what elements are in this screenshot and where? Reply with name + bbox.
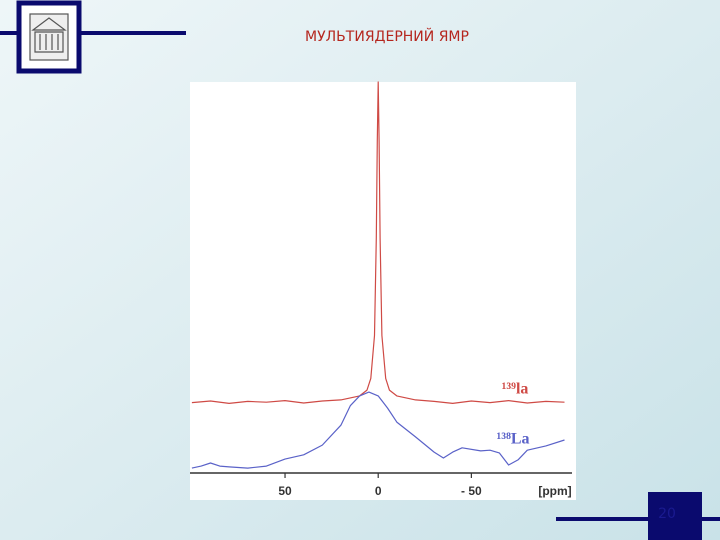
- x-axis-label: [ppm]: [538, 484, 571, 498]
- x-tick-label: 50: [278, 484, 292, 498]
- spectrum-line: [191, 81, 565, 404]
- logo-emblem: [29, 13, 69, 61]
- plot-area: [190, 82, 576, 500]
- legend-label: ¹³⁸La: [496, 431, 529, 448]
- page-box: [648, 492, 702, 540]
- x-tick-label: - 50: [461, 484, 482, 498]
- legend-label: ¹³⁹la: [502, 381, 529, 398]
- slide-title: МУЛЬТИЯДЕРНИЙ ЯМР: [305, 27, 469, 45]
- spectrum-line: [191, 391, 565, 469]
- slide-number: 20: [658, 506, 676, 522]
- x-tick-label: 0: [375, 484, 382, 498]
